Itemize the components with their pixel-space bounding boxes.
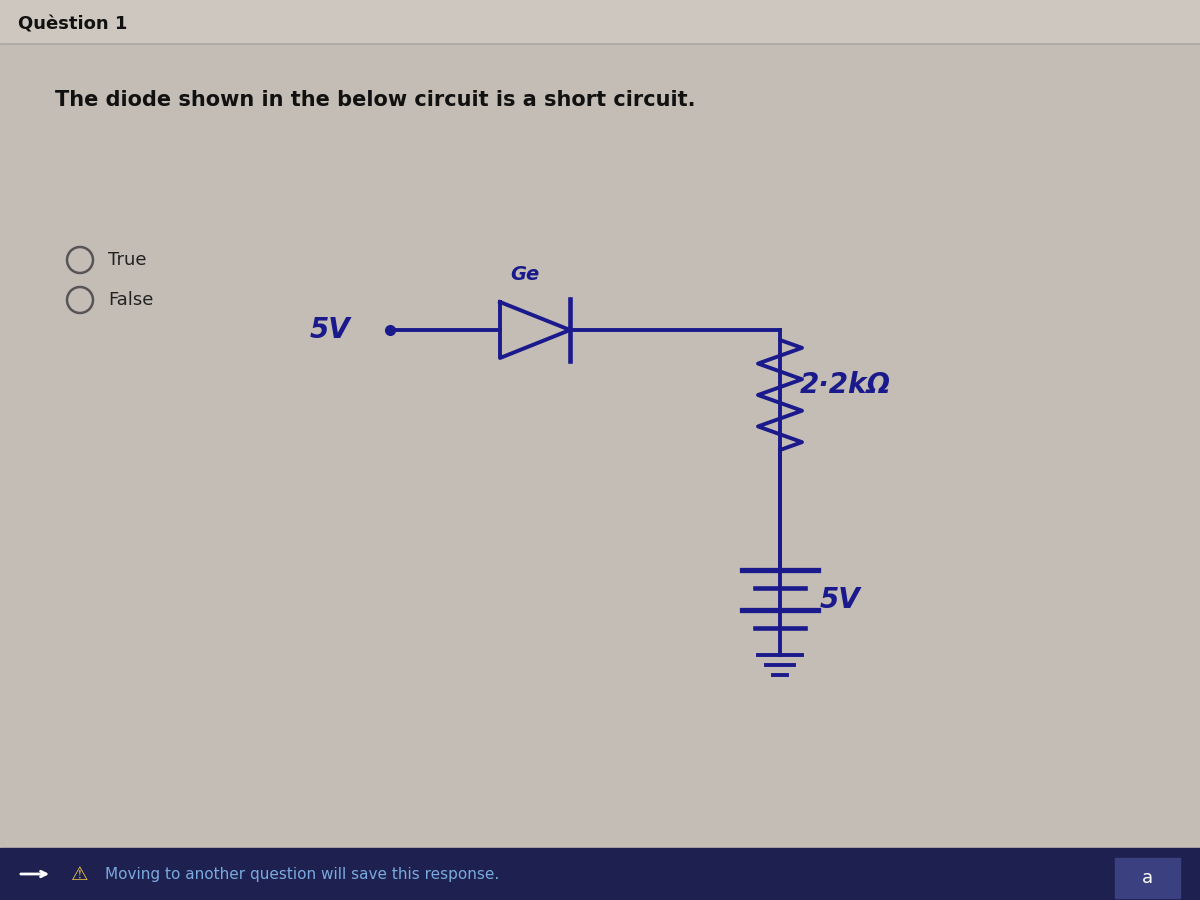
Bar — [0, 848, 1200, 900]
Text: False: False — [108, 291, 154, 309]
Bar — [1115, 858, 1180, 898]
Text: Ge: Ge — [510, 266, 540, 284]
Text: True: True — [108, 251, 146, 269]
Text: Moving to another question will save this response.: Moving to another question will save thi… — [106, 867, 499, 881]
Bar — [0, 0, 1200, 42]
Text: 5V: 5V — [310, 316, 350, 344]
Text: 5V: 5V — [820, 586, 860, 614]
Text: ⚠: ⚠ — [71, 865, 89, 884]
Text: a: a — [1141, 869, 1152, 887]
Text: Quèstion 1: Quèstion 1 — [18, 15, 127, 33]
Text: The diode shown in the below circuit is a short circuit.: The diode shown in the below circuit is … — [55, 90, 696, 110]
Text: 2·2kΩ: 2·2kΩ — [800, 371, 892, 399]
